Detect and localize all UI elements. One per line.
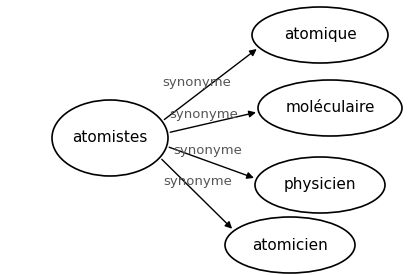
Text: atomique: atomique (283, 28, 356, 43)
Text: synonyme: synonyme (164, 175, 232, 188)
Text: atomistes: atomistes (72, 131, 148, 145)
Text: synonyme: synonyme (162, 76, 231, 89)
Text: physicien: physicien (284, 177, 356, 192)
Text: synonyme: synonyme (173, 144, 242, 157)
Text: atomicien: atomicien (252, 238, 328, 252)
Text: moléculaire: moléculaire (285, 100, 375, 116)
Text: synonyme: synonyme (169, 108, 238, 121)
